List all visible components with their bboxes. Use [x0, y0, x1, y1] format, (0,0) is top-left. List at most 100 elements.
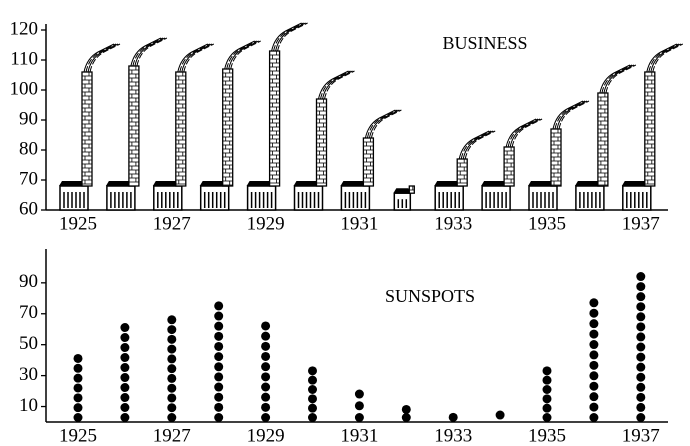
smoke — [182, 44, 212, 72]
dot — [308, 366, 317, 375]
x-tick-label: 1935 — [528, 213, 566, 234]
y-tick-label: 30 — [19, 364, 38, 385]
dot — [261, 382, 270, 391]
x-tick-label: 1925 — [59, 213, 97, 234]
y-tick-label: 60 — [19, 198, 38, 219]
dot — [167, 374, 176, 383]
dot — [120, 403, 129, 412]
dot — [120, 363, 129, 372]
smoke — [510, 119, 540, 147]
dot — [74, 413, 83, 422]
dot — [167, 345, 176, 354]
dot — [308, 385, 317, 394]
chimney — [317, 99, 327, 186]
dot — [308, 376, 317, 385]
chimney — [223, 69, 233, 186]
dot — [214, 332, 223, 341]
dot — [355, 401, 364, 410]
chart-title: SUNSPOTS — [385, 286, 475, 306]
dot — [636, 322, 645, 331]
dot — [543, 404, 552, 413]
dot — [167, 354, 176, 363]
dot — [402, 413, 411, 422]
dot — [543, 385, 552, 394]
dot-column — [496, 411, 505, 420]
dot — [74, 393, 83, 402]
x-tick-label: 1935 — [528, 425, 566, 446]
dot — [589, 413, 598, 422]
y-tick-label: 80 — [19, 138, 38, 159]
chimney — [82, 72, 92, 186]
y-tick-label: 70 — [19, 302, 38, 323]
dot — [636, 363, 645, 372]
x-tick-label: 1931 — [340, 425, 378, 446]
dot — [214, 372, 223, 381]
y-tick-label: 110 — [10, 48, 38, 69]
dot — [589, 382, 598, 391]
dot — [214, 301, 223, 310]
dot — [543, 376, 552, 385]
dot — [167, 384, 176, 393]
smoke — [604, 65, 634, 93]
dot-column — [636, 272, 645, 422]
dot-column — [261, 321, 270, 422]
smoke — [463, 131, 493, 159]
chimney — [645, 72, 655, 186]
dot — [636, 403, 645, 412]
dot — [636, 272, 645, 281]
dot — [120, 333, 129, 342]
dot — [261, 393, 270, 402]
smoke — [229, 41, 259, 69]
dot — [120, 373, 129, 382]
dot — [308, 404, 317, 413]
dot — [167, 335, 176, 344]
x-tick-label: 1933 — [434, 425, 472, 446]
dot — [120, 353, 129, 362]
dot — [636, 383, 645, 392]
dot — [589, 319, 598, 328]
dot — [120, 413, 129, 422]
dot — [589, 330, 598, 339]
chimney — [176, 72, 186, 186]
factory — [393, 186, 414, 210]
dot — [449, 413, 458, 422]
y-tick-label: 120 — [10, 18, 39, 39]
dot — [261, 413, 270, 422]
dot — [261, 342, 270, 351]
smoke — [135, 38, 165, 66]
dot — [167, 325, 176, 334]
dot — [214, 342, 223, 351]
dot-column — [402, 405, 411, 422]
y-tick-label: 10 — [19, 395, 38, 416]
dot — [543, 366, 552, 375]
smoke — [369, 110, 399, 138]
y-tick-label: 90 — [19, 271, 38, 292]
dot — [261, 403, 270, 412]
dot — [214, 383, 223, 392]
dot — [543, 394, 552, 403]
dot — [589, 298, 598, 307]
x-tick-label: 1933 — [434, 213, 472, 234]
dot — [74, 354, 83, 363]
dot — [636, 282, 645, 291]
smoke — [651, 44, 681, 72]
dot — [74, 364, 83, 373]
dot — [589, 350, 598, 359]
page: BUSINESS60708090100110120192519271929193… — [0, 0, 690, 446]
dot — [636, 343, 645, 352]
dot — [214, 312, 223, 321]
smoke — [88, 44, 118, 72]
y-tick-label: 90 — [19, 108, 38, 129]
dot — [496, 411, 505, 420]
dot — [167, 315, 176, 324]
factory — [622, 44, 683, 210]
smoke — [276, 23, 306, 51]
dot — [167, 364, 176, 373]
dot — [214, 322, 223, 331]
dot-column — [167, 315, 176, 422]
dot — [589, 403, 598, 412]
dot — [167, 413, 176, 422]
dot — [589, 392, 598, 401]
dot — [636, 312, 645, 321]
chimney — [504, 147, 514, 186]
